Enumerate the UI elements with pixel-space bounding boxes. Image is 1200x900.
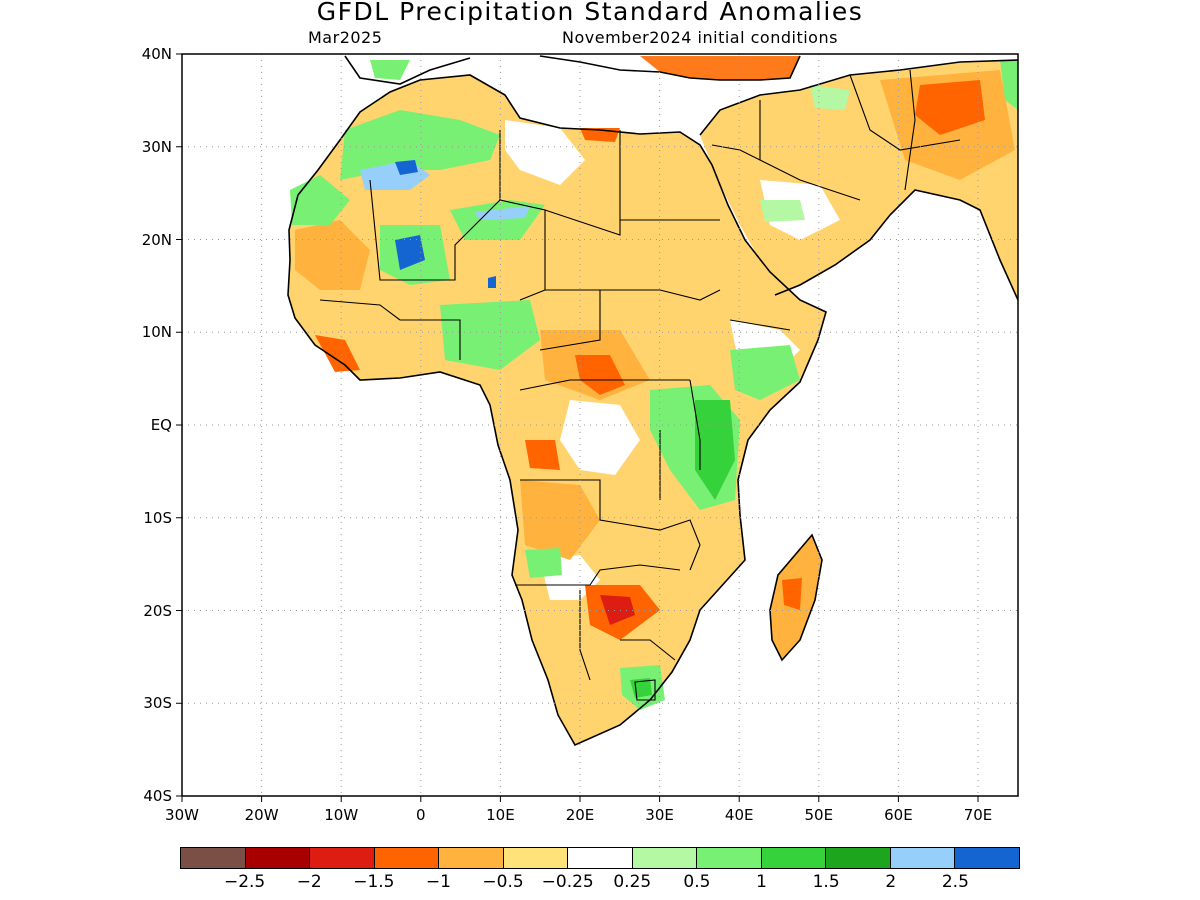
niger-very-wet: [475, 206, 530, 220]
colorbar-label: −2: [296, 872, 322, 892]
colorbar-label: 1.5: [812, 872, 840, 892]
lon-label: 40E: [725, 806, 754, 824]
longitude-labels: 30W 20W 10W 0 10E 20E 30E 40E 50E 60E 70…: [165, 806, 992, 824]
colorbar-label: −0.5: [482, 872, 524, 892]
lat-label: 10N: [142, 323, 172, 341]
lon-label: 70E: [964, 806, 993, 824]
lon-label: 20E: [566, 806, 595, 824]
colorbar-box: [890, 848, 956, 868]
lon-label: 50E: [805, 806, 834, 824]
colorbar-box: [955, 848, 1019, 868]
atlas-wet: [340, 110, 500, 180]
map-title: GFDL Precipitation Standard Anomalies: [316, 0, 864, 26]
lat-label: 30S: [143, 694, 172, 712]
somalia-wet: [730, 345, 800, 400]
colorbar-label: −1: [425, 872, 451, 892]
colorbar-box: [245, 848, 311, 868]
colorbar-box: [826, 848, 891, 868]
gulf-deficit: [315, 335, 360, 372]
algeria-extreme-wet: [395, 160, 418, 175]
zagros-wet: [1000, 60, 1018, 110]
sahel-orange: [295, 220, 370, 290]
lon-label: 10E: [486, 806, 515, 824]
colorbar-label: 1: [756, 872, 767, 892]
colorbar-box: [374, 848, 440, 868]
latitude-labels: 40N 30N 20N 10N EQ 10S 20S 30S 40S: [142, 45, 172, 805]
levant-wet: [370, 60, 410, 80]
colorbar-box: [568, 848, 633, 868]
colorbar-label: −2.5: [223, 872, 266, 892]
gabon-deficit: [525, 440, 560, 470]
tick-marks: [176, 53, 979, 802]
lat-label: 20N: [142, 231, 172, 249]
lat-label: 30N: [142, 138, 172, 156]
colorbar-labels: −2.5 −2 −1.5 −1 −0.5 −0.25 0.25 0.5 1 1.5 2 2.5: [0, 872, 1200, 896]
anatolia-landmass: [640, 56, 800, 80]
forecast-month: Mar2025: [308, 28, 383, 47]
lat-label: 20S: [143, 602, 172, 620]
lon-label: 20W: [245, 806, 279, 824]
lon-label: 60E: [884, 806, 913, 824]
mali-extreme-wet: [395, 235, 425, 270]
anomaly-field: [288, 56, 1018, 745]
lat-label: EQ: [151, 416, 172, 434]
lat-label: 10S: [143, 509, 172, 527]
colorbar-box: [761, 848, 827, 868]
colorbar-label: 2.5: [941, 872, 969, 892]
colorbar-box: [503, 848, 569, 868]
iran-deficit: [915, 80, 985, 135]
colorbar-label: 2: [885, 872, 897, 892]
coastlines: [287, 55, 1018, 747]
zambia-strong-deficit: [600, 595, 635, 625]
graticule: [182, 54, 1018, 796]
lon-label: 30E: [645, 806, 674, 824]
colorbar-box: [632, 848, 698, 868]
colorbar-box: [439, 848, 504, 868]
lon-label: 30W: [165, 806, 199, 824]
lon-label: 0: [416, 806, 426, 824]
nigeria-wet: [440, 300, 540, 370]
colorbar-label: 0.5: [683, 872, 711, 892]
kenya-wet: [695, 400, 735, 500]
colorbar-box: [310, 848, 375, 868]
chad-extreme-wet: [488, 276, 496, 288]
colorbar-label: −1.5: [353, 872, 395, 892]
madagascar-deficit: [782, 578, 802, 610]
colorbar-label: −0.25: [541, 872, 594, 892]
lat-label: 40N: [142, 45, 172, 63]
lat-label: 40S: [143, 787, 172, 805]
sahara-neutral: [505, 120, 585, 185]
iraq-wet-patch: [810, 85, 850, 110]
colorbar: [180, 847, 1020, 869]
colorbar-label: 0.25: [613, 872, 652, 892]
initial-conditions-label: November2024 initial conditions: [562, 28, 838, 47]
country-borders: [319, 69, 961, 701]
namibia-wet: [525, 548, 562, 578]
arabia-wet-patch: [760, 200, 805, 222]
cameroon-deficit: [575, 355, 625, 395]
lon-label: 10W: [324, 806, 358, 824]
colorbar-box: [181, 848, 246, 868]
colorbar-box: [697, 848, 762, 868]
